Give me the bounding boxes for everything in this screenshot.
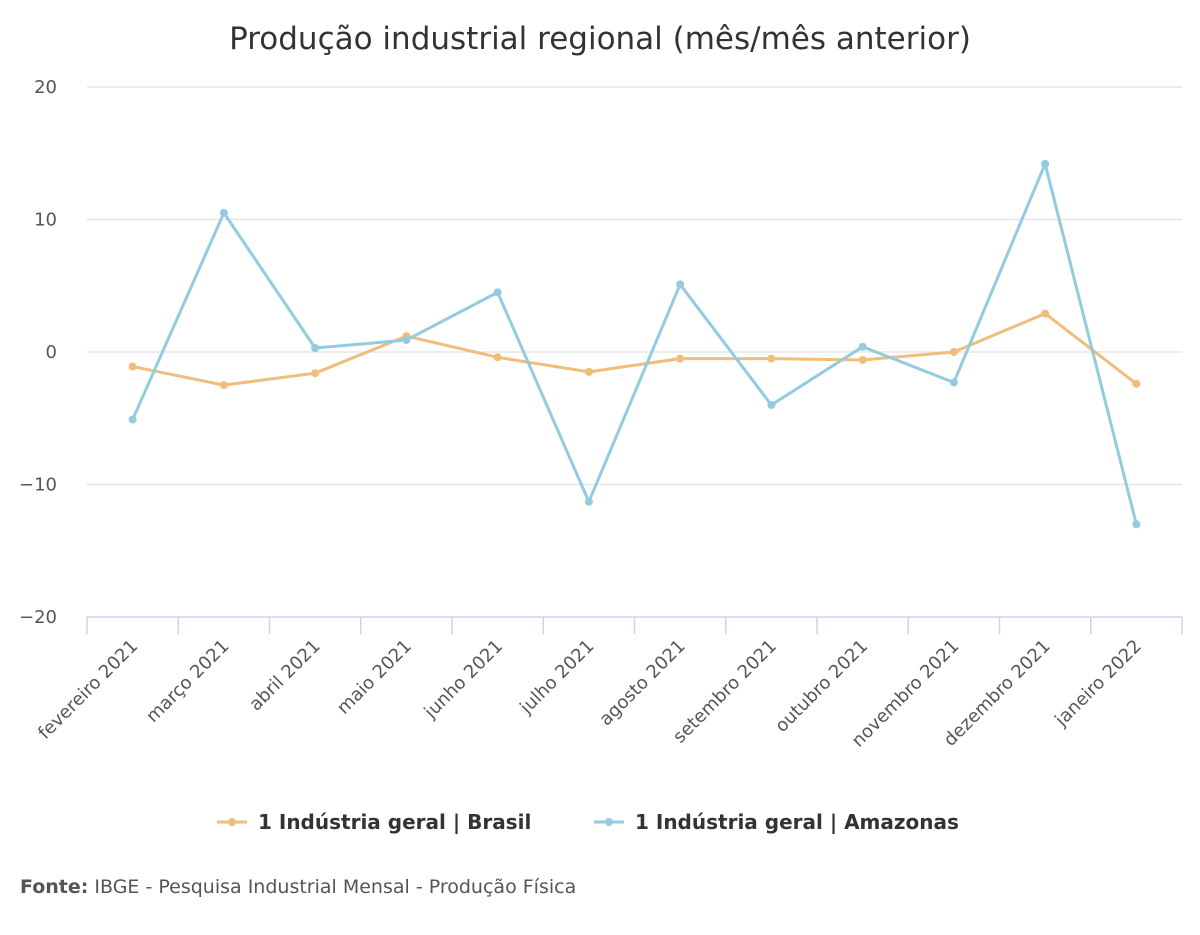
x-tick-label: agosto 2021 (595, 636, 689, 730)
x-tick-label: junho 2021 (420, 636, 508, 724)
x-axis (86, 616, 1183, 634)
series-line (132, 312, 1138, 387)
data-point[interactable] (1041, 309, 1050, 318)
x-axis-labels: fevereiro 2021 março 2021 abril 2021 maio 2… (34, 636, 1146, 752)
x-tick-label: janeiro 2022 (1050, 636, 1146, 732)
y-tick-label: −10 (19, 475, 57, 496)
x-tick-label: fevereiro 2021 (34, 636, 142, 744)
data-point[interactable] (858, 355, 867, 364)
grid-layer (87, 86, 1182, 486)
data-point[interactable] (858, 342, 867, 351)
source-note: Fonte: IBGE - Pesquisa Industrial Mensal… (20, 876, 576, 898)
data-point[interactable] (584, 367, 593, 376)
x-tick-label: outubro 2021 (771, 636, 872, 737)
legend-item-brasil[interactable]: 1 Indústria geral | Brasil (217, 810, 531, 834)
legend-marker-brasil (228, 818, 236, 826)
series-line (131, 162, 1138, 525)
x-tick-label: maio 2021 (333, 636, 416, 719)
data-point[interactable] (311, 369, 320, 378)
y-tick-label: −20 (19, 607, 57, 628)
legend-marker-amazonas (605, 818, 613, 826)
data-point[interactable] (402, 336, 411, 345)
y-tick-label: 20 (34, 77, 57, 98)
data-point[interactable] (949, 378, 958, 387)
data-point[interactable] (767, 354, 776, 363)
series-layer (128, 159, 1141, 529)
data-point[interactable] (219, 381, 228, 390)
data-point[interactable] (219, 208, 228, 217)
data-point[interactable] (493, 353, 502, 362)
chart-title: Produção industrial regional (mês/mês an… (229, 21, 971, 57)
data-point[interactable] (949, 348, 958, 356)
data-point[interactable] (128, 362, 137, 371)
x-tick-label: julho 2021 (515, 636, 598, 719)
x-tick-label: abril 2021 (245, 636, 324, 715)
y-axis-labels: 20 10 0 −10 −20 (19, 77, 57, 628)
data-point[interactable] (676, 280, 685, 289)
data-point[interactable] (1132, 520, 1141, 529)
source-label: Fonte: (20, 876, 89, 898)
data-point[interactable] (493, 288, 502, 297)
y-tick-label: 0 (46, 342, 57, 363)
data-point[interactable] (767, 401, 776, 409)
legend-label-amazonas: 1 Indústria geral | Amazonas (635, 810, 959, 834)
x-tick-label: março 2021 (142, 636, 233, 727)
legend-label-brasil: 1 Indústria geral | Brasil (258, 810, 531, 834)
legend-item-amazonas[interactable]: 1 Indústria geral | Amazonas (594, 810, 959, 834)
y-tick-label: 10 (34, 210, 57, 231)
data-point[interactable] (1041, 159, 1050, 168)
legend: 1 Indústria geral | Brasil 1 Indústria g… (217, 810, 959, 834)
data-point[interactable] (128, 415, 137, 424)
data-point[interactable] (584, 497, 593, 506)
data-point[interactable] (676, 354, 685, 363)
data-point[interactable] (311, 344, 320, 353)
data-point[interactable] (1132, 379, 1141, 388)
source-text: IBGE - Pesquisa Industrial Mensal - Prod… (94, 876, 577, 898)
